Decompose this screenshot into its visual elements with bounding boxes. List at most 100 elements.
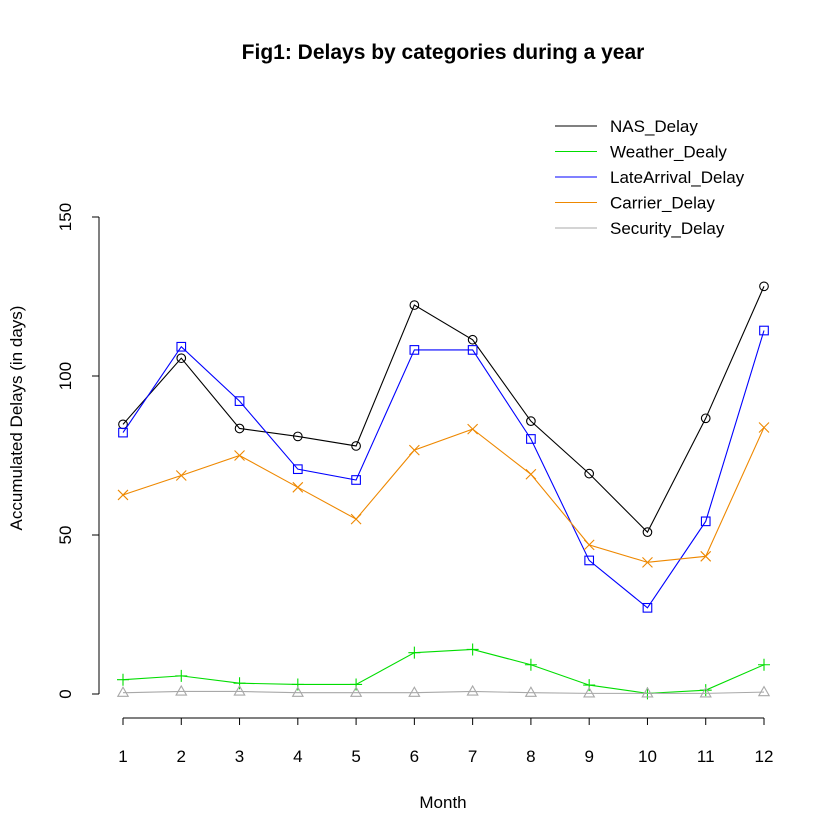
x-tick-label: 12: [755, 747, 774, 766]
data-point: [759, 281, 769, 292]
series-latearrival-delay: [118, 325, 769, 613]
x-tick-label: 3: [235, 747, 244, 766]
legend-label: Carrier_Delay: [610, 194, 715, 213]
data-point: [292, 481, 304, 493]
data-point: [350, 513, 362, 525]
data-point: [584, 555, 595, 566]
data-point: [409, 300, 420, 310]
data-point: [700, 413, 711, 424]
chart-title: Fig1: Delays by categories during a year: [242, 41, 645, 64]
x-tick-label: 6: [410, 747, 419, 766]
data-point: [176, 353, 187, 364]
data-point: [117, 489, 129, 501]
series-line: [122, 648, 765, 694]
data-point: [757, 685, 771, 697]
data-point: [116, 686, 130, 697]
series-line: [122, 690, 765, 694]
legend-label: NAS_Delay: [610, 117, 698, 136]
data-point: [292, 431, 303, 442]
data-point: [175, 684, 188, 696]
data-point: [700, 516, 711, 527]
x-tick-label: 9: [584, 747, 593, 766]
data-point: [409, 345, 420, 355]
data-point: [699, 686, 712, 698]
data-point: [176, 341, 187, 352]
data-point: [118, 427, 128, 438]
data-point: [233, 684, 246, 696]
data-point: [699, 684, 712, 697]
data-point: [233, 677, 246, 690]
x-tick-label: 4: [293, 747, 302, 766]
data-point: [350, 678, 363, 691]
data-point: [642, 527, 653, 537]
x-tick-label: 7: [468, 747, 477, 766]
data-point: [466, 684, 479, 696]
data-point: [291, 686, 304, 697]
data-point: [526, 416, 536, 427]
data-point: [408, 686, 421, 697]
series-layer: [116, 281, 771, 700]
y-tick-label: 0: [56, 689, 75, 698]
legend-label: Security_Delay: [610, 219, 725, 238]
legend: NAS_Delay Weather_Dealy LateArrival_Delay C…: [555, 117, 745, 238]
legend-item: Security_Delay: [555, 219, 725, 238]
data-point: [349, 686, 363, 697]
data-point: [292, 464, 303, 475]
data-point: [526, 434, 536, 444]
data-point: [291, 678, 304, 691]
data-point: [467, 334, 478, 345]
y-axis-title: Accumulated Delays (in days): [7, 306, 26, 531]
data-point: [408, 646, 421, 659]
data-point: [234, 450, 245, 461]
x-axis-title: Month: [419, 793, 466, 812]
y-tick-label: 100: [56, 362, 75, 390]
series-security-delay: [116, 684, 771, 698]
data-point: [467, 345, 478, 355]
legend-item: NAS_Delay: [555, 117, 698, 136]
data-point: [759, 325, 769, 336]
legend-item: Carrier_Delay: [555, 194, 715, 213]
data-point: [583, 679, 596, 692]
data-point: [117, 673, 129, 686]
x-tick-label: 2: [177, 747, 186, 766]
data-point: [583, 686, 596, 698]
data-point: [584, 468, 595, 479]
data-point: [524, 686, 538, 697]
data-point: [351, 441, 361, 451]
series-line: [122, 286, 765, 534]
y-tick-label: 150: [56, 203, 75, 231]
series-line: [122, 330, 765, 609]
data-point: [524, 658, 537, 671]
x-tick-label: 10: [638, 747, 657, 766]
data-point: [466, 643, 479, 656]
x-tick-label: 8: [526, 747, 535, 766]
data-point: [351, 475, 361, 485]
x-tick-label: 11: [697, 747, 715, 766]
legend-item: LateArrival_Delay: [555, 168, 745, 187]
series-carrier-delay: [117, 422, 770, 568]
data-point: [175, 669, 188, 682]
y-tick-label: 50: [56, 526, 75, 545]
series-nas-delay: [118, 281, 769, 537]
data-point: [234, 396, 245, 406]
x-tick-label: 5: [351, 747, 360, 766]
data-point: [758, 658, 770, 671]
data-point: [641, 686, 654, 698]
data-point: [583, 539, 595, 551]
data-point: [467, 423, 479, 435]
x-tick-label: 1: [118, 747, 127, 766]
data-point: [525, 468, 537, 480]
data-point: [175, 470, 187, 481]
data-point: [700, 550, 712, 562]
data-point: [642, 556, 653, 568]
data-point: [642, 602, 653, 613]
data-point: [758, 422, 770, 433]
series-line: [122, 427, 765, 563]
legend-label: LateArrival_Delay: [610, 168, 745, 187]
legend-item: Weather_Dealy: [555, 143, 727, 162]
data-point: [408, 444, 420, 456]
data-point: [234, 423, 245, 434]
legend-label: Weather_Dealy: [610, 143, 727, 162]
